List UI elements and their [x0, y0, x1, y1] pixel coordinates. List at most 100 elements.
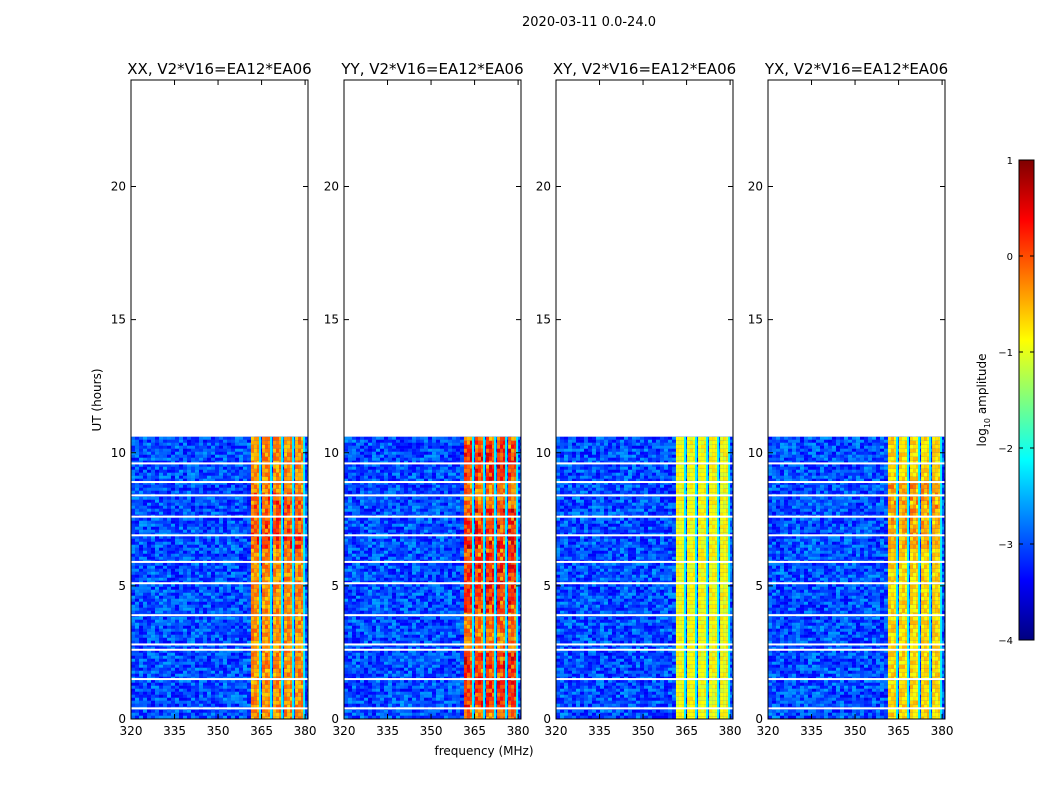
panel-title: XX, V2*V16=EA12*EA06: [127, 60, 311, 78]
y-tick-label: 15: [748, 313, 763, 327]
flagged-gap: [344, 481, 521, 484]
colorbar-label-prefix: log: [975, 428, 989, 446]
flagged-gap: [556, 494, 733, 497]
flagged-gap: [768, 707, 945, 710]
y-tick-label: 20: [748, 180, 763, 194]
x-tick-label: 365: [675, 724, 698, 738]
x-tick-label: 380: [507, 724, 530, 738]
heatmap-xx: [131, 436, 308, 719]
flagged-gap: [131, 707, 308, 710]
flagged-gap: [768, 462, 945, 465]
flagged-gap: [131, 678, 308, 681]
colorbar-label: log10 amplitude: [975, 354, 992, 447]
flagged-gap: [768, 515, 945, 518]
x-tick-label: 365: [887, 724, 910, 738]
x-tick-label: 320: [333, 724, 356, 738]
y-axis-label: UT (hours): [90, 368, 104, 431]
flagged-gap: [344, 643, 521, 646]
x-tick-label: 380: [931, 724, 954, 738]
x-tick-label: 320: [757, 724, 780, 738]
colorbar-ticks: 1 0 −1 −2 −3 −4: [998, 156, 1034, 647]
flagged-gap: [131, 582, 308, 585]
flagged-gap: [768, 534, 945, 537]
flagged-gap: [556, 534, 733, 537]
y-tick-label: 0: [543, 712, 551, 726]
y-tick-label: 15: [324, 313, 339, 327]
flagged-gap: [344, 678, 521, 681]
x-tick-label: 350: [632, 724, 655, 738]
flagged-gap: [768, 614, 945, 617]
flagged-gap: [768, 648, 945, 651]
flagged-gap: [556, 707, 733, 710]
flagged-gap: [131, 643, 308, 646]
flagged-gap: [768, 643, 945, 646]
panel-yx: YX, V2*V16=EA12*EA06 320 335 350 365 380 0 5 10 1…: [748, 60, 954, 738]
panels: XX, V2*V16=EA12*EA06 320 335 350 365 380 0 5 10 1…: [111, 60, 954, 738]
y-tick-label: 10: [536, 446, 551, 460]
panel-title: YY, V2*V16=EA12*EA06: [340, 60, 523, 78]
x-tick-label: 365: [250, 724, 273, 738]
colorbar-label-suffix: amplitude: [975, 354, 989, 418]
flagged-gap: [556, 643, 733, 646]
flagged-gap: [131, 614, 308, 617]
y-tick-label: 10: [111, 446, 126, 460]
flagged-gap: [556, 648, 733, 651]
flagged-gap: [556, 678, 733, 681]
y-tick-label: 20: [111, 180, 126, 194]
figure-suptitle: 2020-03-11 0.0-24.0: [522, 15, 656, 30]
x-tick-label: 365: [463, 724, 486, 738]
y-tick-label: 5: [543, 579, 551, 593]
x-tick-label: 350: [844, 724, 867, 738]
y-tick-label: 5: [755, 579, 763, 593]
colorbar-tick-label: −2: [998, 444, 1013, 455]
y-tick-label: 10: [748, 446, 763, 460]
flagged-gap: [131, 648, 308, 651]
flagged-gap: [768, 560, 945, 563]
colorbar-gradient: [1018, 159, 1035, 641]
axes-frame: [555, 79, 734, 720]
flagged-gap: [131, 534, 308, 537]
flagged-gap: [768, 494, 945, 497]
flagged-gap: [344, 707, 521, 710]
flagged-gap: [344, 462, 521, 465]
flagged-gap: [556, 560, 733, 563]
flagged-gap: [131, 481, 308, 484]
flagged-gap: [344, 648, 521, 651]
colorbar-label-sub: 10: [983, 418, 992, 428]
y-tick-label: 20: [536, 180, 551, 194]
flagged-gap: [131, 494, 308, 497]
x-tick-label: 320: [545, 724, 568, 738]
y-tick-label: 0: [755, 712, 763, 726]
flagged-gap: [344, 534, 521, 537]
x-tick-label: 380: [294, 724, 317, 738]
y-tick-label: 20: [324, 180, 339, 194]
axes-frame: [767, 79, 946, 720]
colorbar-tick-label: −3: [998, 540, 1013, 551]
y-tick-label: 0: [118, 712, 126, 726]
flagged-gap: [556, 614, 733, 617]
flagged-gap: [131, 560, 308, 563]
axes-frame: [130, 79, 309, 720]
x-tick-label: 350: [420, 724, 443, 738]
flagged-gap: [556, 481, 733, 484]
y-tick-label: 15: [536, 313, 551, 327]
flagged-gap: [556, 462, 733, 465]
flagged-gap: [344, 614, 521, 617]
panel-xy: XY, V2*V16=EA12*EA06 320 335 350 365 380 0 5 10 1…: [536, 60, 742, 738]
x-tick-label: 335: [163, 724, 186, 738]
y-tick-label: 0: [331, 712, 339, 726]
x-tick-label: 380: [719, 724, 742, 738]
heatmap-yy: [344, 436, 521, 719]
colorbar-tick-label: 1: [1007, 156, 1013, 167]
x-tick-label: 335: [376, 724, 399, 738]
colorbar-tick-label: −4: [998, 636, 1013, 647]
colorbar-tick-label: −1: [998, 348, 1013, 359]
y-tick-label: 15: [111, 313, 126, 327]
axes-frame: [343, 79, 522, 720]
heatmap-xy: [556, 436, 733, 719]
panel-title: YX, V2*V16=EA12*EA06: [764, 60, 948, 78]
flagged-gap: [768, 678, 945, 681]
colorbar-tick-label: 0: [1007, 252, 1013, 263]
y-tick-label: 5: [118, 579, 126, 593]
